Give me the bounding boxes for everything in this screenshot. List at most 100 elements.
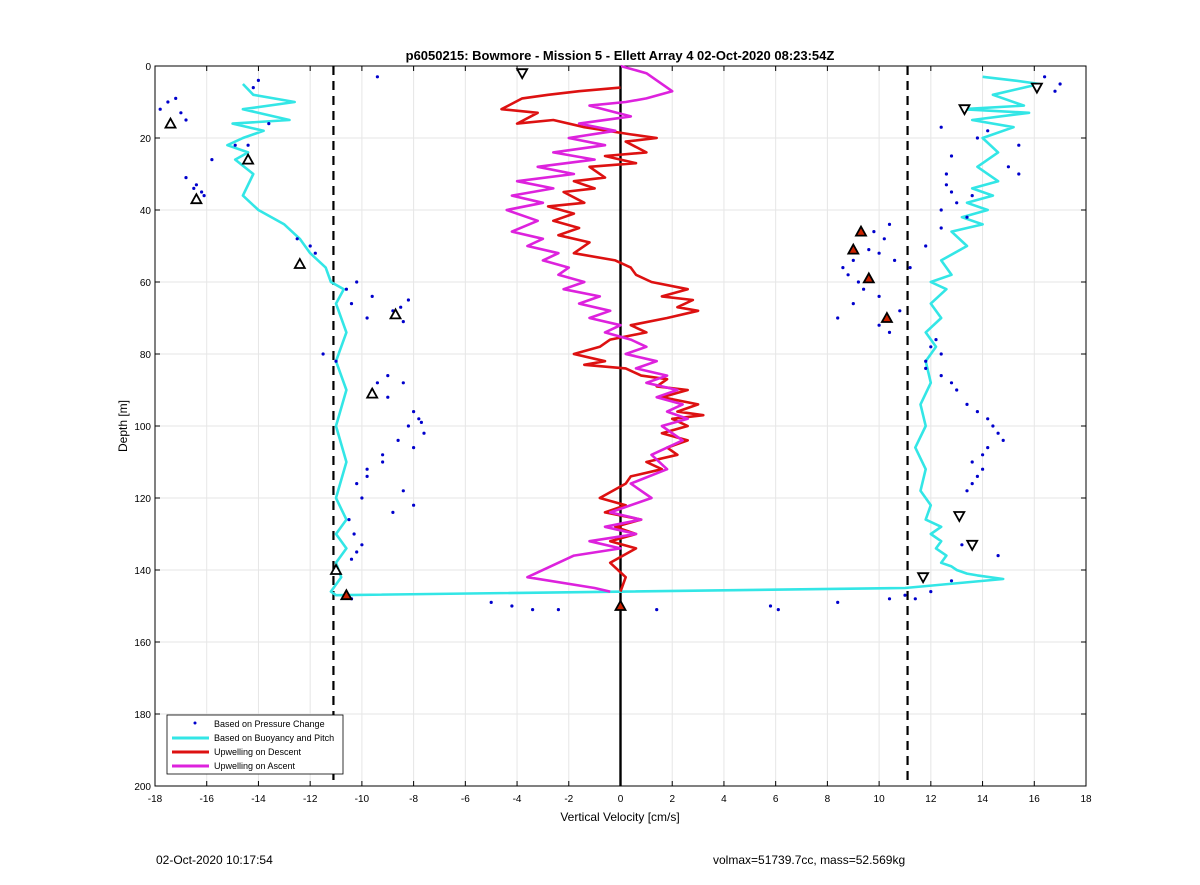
pressure-point (655, 608, 659, 612)
pressure-point (841, 266, 845, 270)
up-triangle-marker (189, 192, 203, 205)
pressure-point (396, 438, 400, 442)
pressure-point (401, 320, 405, 324)
pressure-point (1043, 75, 1047, 79)
pressure-point (412, 410, 416, 414)
pressure-point (412, 446, 416, 450)
pressure-point (406, 298, 410, 302)
series-pressure-points (158, 71, 1062, 612)
filled-triangle-marker (613, 599, 628, 611)
x-tick-label: -4 (513, 794, 522, 805)
pressure-point (510, 604, 514, 608)
footer-parameters: volmax=51739.7cc, mass=52.569kg (713, 853, 906, 867)
filled-triangle-marker (880, 311, 894, 323)
pressure-point (412, 503, 416, 507)
pressure-point (903, 593, 907, 597)
pressure-point (939, 208, 943, 212)
x-tick-label: 4 (721, 794, 727, 805)
x-tick-label: 12 (925, 794, 937, 805)
y-tick-label: 80 (140, 350, 152, 361)
pressure-point (375, 381, 379, 385)
pressure-point (887, 222, 892, 226)
series-layer (158, 64, 1062, 612)
y-axis-label: Depth [m] (116, 400, 130, 452)
pressure-point (913, 597, 917, 601)
pressure-point (308, 244, 312, 248)
y-tick-label: 60 (140, 278, 152, 289)
pressure-point (192, 186, 196, 190)
pressure-point (166, 100, 170, 104)
pressure-point (893, 258, 897, 262)
x-tick-label: -2 (564, 794, 573, 805)
pressure-point (846, 273, 850, 277)
y-tick-label: 200 (134, 782, 151, 793)
pressure-point (929, 345, 933, 349)
pressure-point (200, 190, 204, 194)
pressure-point (836, 600, 840, 605)
y-tick-label: 100 (134, 422, 151, 433)
filled-triangle-marker (854, 224, 868, 237)
x-tick-label: 18 (1080, 794, 1092, 805)
up-triangle-marker (163, 116, 178, 129)
pressure-point (949, 190, 954, 194)
pressure-point (949, 381, 954, 385)
pressure-point (233, 143, 237, 147)
y-tick-label: 120 (134, 494, 151, 505)
x-tick-label: 10 (874, 794, 886, 805)
y-tick-label: 20 (140, 134, 152, 145)
x-tick-label: -16 (199, 794, 214, 805)
pressure-point (965, 402, 969, 406)
pressure-point (882, 237, 886, 241)
pressure-point (158, 107, 162, 111)
legend: Based on Pressure Change Based on Buoyan… (166, 714, 344, 775)
x-tick-label: -10 (355, 794, 370, 805)
legend-box (166, 714, 344, 775)
pressure-point (981, 467, 985, 471)
pressure-point (986, 417, 990, 421)
pressure-point (556, 608, 561, 612)
x-axis-label: Vertical Velocity [cm/s] (560, 810, 679, 824)
pressure-point (355, 482, 359, 486)
pressure-point (944, 172, 949, 176)
y-tick-label: 160 (134, 638, 151, 649)
series-descent-line (500, 86, 705, 593)
y-tick-label: 40 (140, 206, 152, 217)
series-ascent-line (505, 64, 690, 593)
pressure-point (202, 194, 206, 198)
legend-label-buoyancy: Based on Buoyancy and Pitch (214, 733, 334, 743)
pressure-point (986, 446, 990, 450)
pressure-point (375, 75, 379, 79)
y-tick-label: 0 (145, 62, 151, 73)
pressure-point (256, 78, 260, 82)
up-triangle-marker (388, 307, 403, 320)
pressure-point (975, 474, 980, 478)
pressure-point (986, 129, 990, 133)
pressure-point (887, 597, 892, 601)
filled-triangle-marker (339, 588, 353, 601)
pressure-point (981, 453, 985, 457)
series-buoyancy-line (226, 75, 1041, 597)
pressure-point (365, 316, 369, 320)
pressure-point (267, 122, 271, 126)
pressure-point (944, 183, 949, 187)
pressure-point (949, 154, 954, 158)
pressure-point (939, 374, 943, 378)
pressure-point (344, 287, 348, 291)
up-triangle-marker (241, 152, 255, 165)
legend-label-descent: Upwelling on Descent (214, 747, 302, 757)
pressure-point (991, 424, 995, 428)
pressure-point (295, 237, 299, 241)
x-tick-label: 2 (669, 794, 675, 805)
pressure-point (210, 158, 214, 162)
pressure-point (867, 248, 871, 252)
down-triangle-marker (515, 68, 529, 81)
pressure-point (965, 215, 969, 219)
pressure-point (365, 474, 369, 478)
x-tick-label: 0 (618, 794, 624, 805)
y-tick-label: 140 (134, 566, 151, 577)
pressure-point (949, 579, 954, 583)
pressure-point (184, 176, 188, 180)
pressure-point (939, 352, 943, 356)
pressure-point (862, 287, 866, 291)
